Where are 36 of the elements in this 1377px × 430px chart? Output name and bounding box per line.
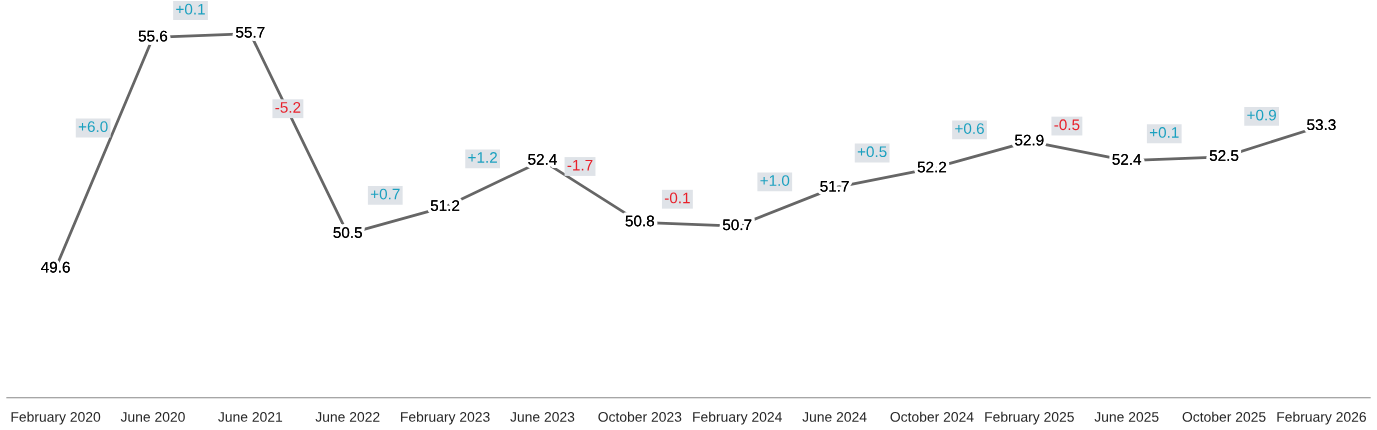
data-label: 49.6 (41, 261, 70, 273)
x-tick-label: October 2023 (598, 411, 682, 422)
annotation: +0.9 (1247, 109, 1276, 121)
annotation: +0.7 (370, 188, 400, 200)
annotation: +6.0 (78, 121, 108, 133)
annotation: +1.0 (760, 175, 790, 186)
x-tick-label: June 2020 (120, 412, 185, 422)
x-tick-label: June 2023 (510, 412, 575, 422)
annotation: +0.1 (1149, 127, 1179, 138)
x-tick-label: October 2025 (1182, 411, 1266, 422)
x-tick-label: June 2022 (315, 412, 380, 422)
data-label: 52.5 (1209, 150, 1239, 161)
annotation: -0.1 (664, 192, 690, 204)
x-tick-label: February 2023 (401, 411, 490, 425)
x-tick-label: June 2024 (802, 412, 867, 422)
x-tick-label: October 2024 (890, 411, 974, 422)
data-label: 52.4 (1112, 153, 1142, 165)
annotation: -0.5 (1054, 119, 1080, 131)
data-label: 52.4 (528, 153, 557, 165)
data-label: 53.3 (1307, 119, 1336, 131)
data-label: 55.7 (236, 27, 265, 38)
x-tick-label: February 2026 (1277, 411, 1366, 425)
annotation: +0.6 (955, 123, 984, 134)
x-tick-label: June 2025 (1094, 412, 1159, 422)
annotation: +0.5 (857, 146, 887, 158)
x-tick-label: June 2021 (218, 412, 283, 422)
x-tick-label: February 2024 (693, 411, 782, 425)
text: +0.1 (176, 3, 205, 15)
annotation: -1.7 (567, 159, 593, 171)
data-label: 50.7 (722, 219, 752, 231)
data-label: 55.6 (138, 30, 168, 42)
annotation: +1.2 (468, 152, 497, 163)
annotation: -5.2 (275, 102, 301, 113)
x-tick-label: February 2025 (985, 411, 1074, 425)
data-label: 50.5 (333, 227, 362, 238)
x-tick-label: February 2020 (11, 411, 101, 425)
